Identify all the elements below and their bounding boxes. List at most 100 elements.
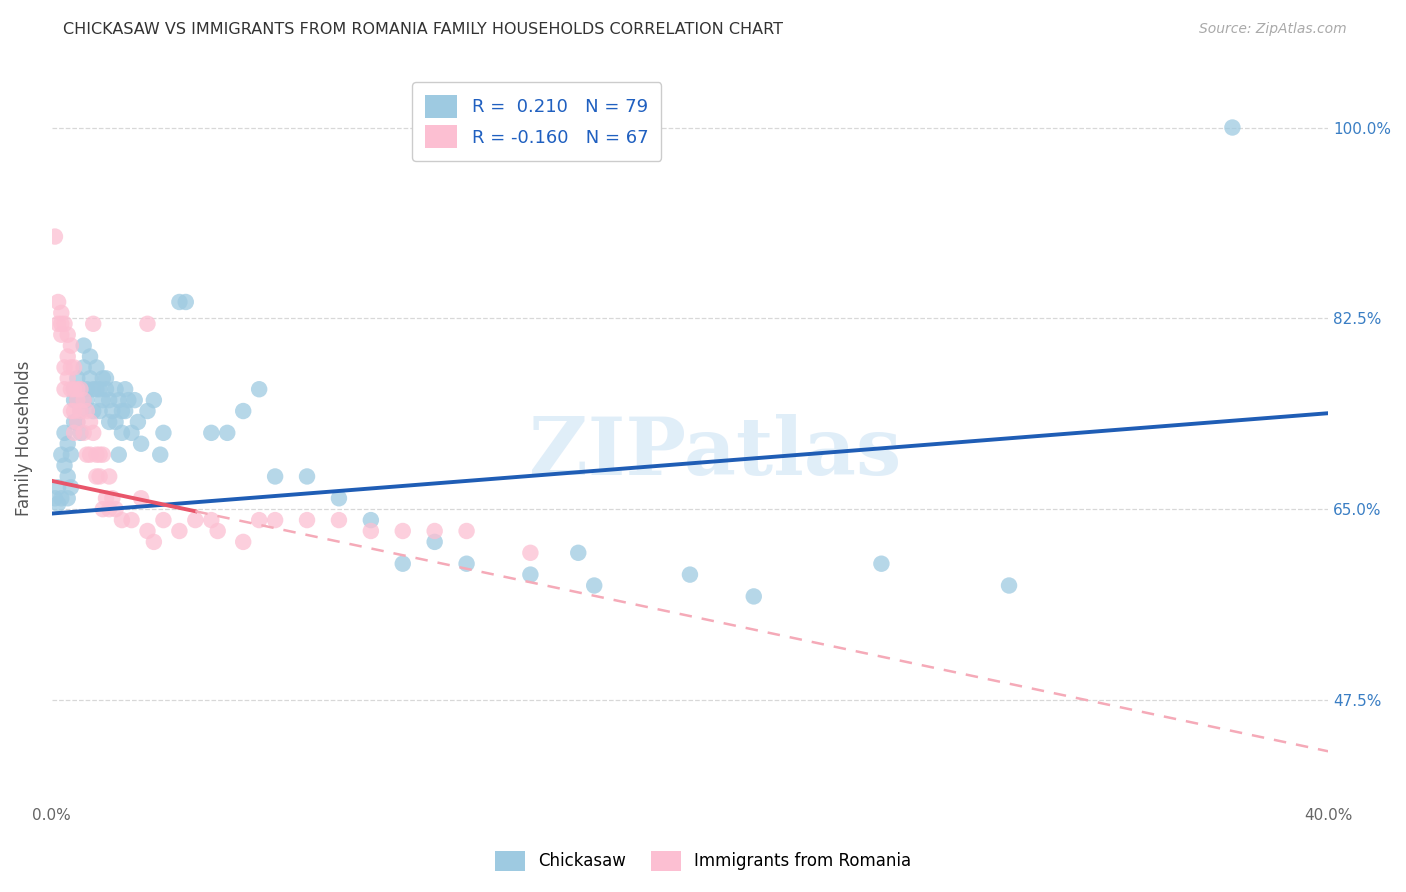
Point [519, 567, 541, 582]
Point [124, 393, 146, 408]
Point [107, 448, 129, 462]
Point [114, 404, 136, 418]
Point [107, 393, 129, 408]
Text: CHICKASAW VS IMMIGRANTS FROM ROMANIA FAMILY HOUSEHOLDS CORRELATION CHART: CHICKASAW VS IMMIGRANTS FROM ROMANIA FAM… [63, 22, 783, 37]
Point [519, 546, 541, 560]
Point [46, 317, 69, 331]
Point [73, 360, 96, 375]
Point [66, 371, 89, 385]
Legend: R =  0.210   N = 79, R = -0.160   N = 67: R = 0.210 N = 79, R = -0.160 N = 67 [412, 82, 661, 161]
Point [82, 404, 104, 418]
Point [998, 578, 1021, 592]
Point [136, 524, 159, 538]
Point [44, 229, 66, 244]
Point [63, 404, 86, 418]
Point [121, 513, 143, 527]
Point [44, 491, 66, 506]
Point [94, 491, 117, 506]
Point [51, 327, 73, 342]
Point [91, 393, 114, 408]
Point [200, 513, 222, 527]
Point [742, 590, 765, 604]
Point [94, 382, 117, 396]
Point [46, 295, 69, 310]
Point [104, 502, 127, 516]
Point [129, 491, 152, 506]
Point [91, 502, 114, 516]
Point [63, 382, 86, 396]
Point [98, 393, 121, 408]
Point [232, 535, 254, 549]
Point [152, 425, 174, 440]
Point [91, 371, 114, 385]
Point [63, 425, 86, 440]
Point [69, 382, 91, 396]
Point [328, 491, 350, 506]
Point [82, 317, 104, 331]
Point [46, 480, 69, 494]
Point [456, 524, 478, 538]
Point [89, 448, 111, 462]
Point [232, 404, 254, 418]
Point [79, 415, 101, 429]
Point [152, 513, 174, 527]
Point [59, 448, 82, 462]
Point [583, 578, 606, 592]
Point [63, 360, 86, 375]
Point [76, 393, 98, 408]
Point [79, 350, 101, 364]
Point [114, 382, 136, 396]
Point [1381, 753, 1403, 767]
Point [117, 393, 139, 408]
Point [104, 382, 127, 396]
Point [69, 425, 91, 440]
Point [328, 513, 350, 527]
Text: Source: ZipAtlas.com: Source: ZipAtlas.com [1199, 22, 1347, 37]
Point [51, 491, 73, 506]
Point [53, 425, 76, 440]
Point [391, 524, 413, 538]
Point [1222, 120, 1244, 135]
Point [56, 350, 79, 364]
Point [136, 317, 159, 331]
Point [111, 513, 134, 527]
Point [53, 458, 76, 473]
Point [86, 469, 108, 483]
Point [136, 404, 159, 418]
Point [69, 404, 91, 418]
Point [184, 513, 207, 527]
Point [456, 557, 478, 571]
Point [69, 382, 91, 396]
Point [66, 415, 89, 429]
Point [76, 382, 98, 396]
Point [101, 404, 124, 418]
Point [59, 360, 82, 375]
Text: ZIPatlas: ZIPatlas [529, 414, 901, 491]
Point [76, 448, 98, 462]
Point [73, 393, 96, 408]
Point [91, 448, 114, 462]
Point [56, 491, 79, 506]
Point [391, 557, 413, 571]
Point [127, 415, 149, 429]
Point [53, 382, 76, 396]
Point [98, 469, 121, 483]
Point [207, 524, 229, 538]
Point [149, 448, 172, 462]
Point [86, 448, 108, 462]
Point [217, 425, 239, 440]
Point [247, 513, 270, 527]
Point [295, 469, 318, 483]
Point [51, 317, 73, 331]
Point [56, 469, 79, 483]
Point [79, 371, 101, 385]
Point [98, 415, 121, 429]
Point [129, 436, 152, 450]
Point [567, 546, 589, 560]
Point [101, 491, 124, 506]
Legend: Chickasaw, Immigrants from Romania: Chickasaw, Immigrants from Romania [486, 842, 920, 880]
Point [66, 393, 89, 408]
Point [73, 425, 96, 440]
Point [169, 295, 191, 310]
Point [56, 371, 79, 385]
